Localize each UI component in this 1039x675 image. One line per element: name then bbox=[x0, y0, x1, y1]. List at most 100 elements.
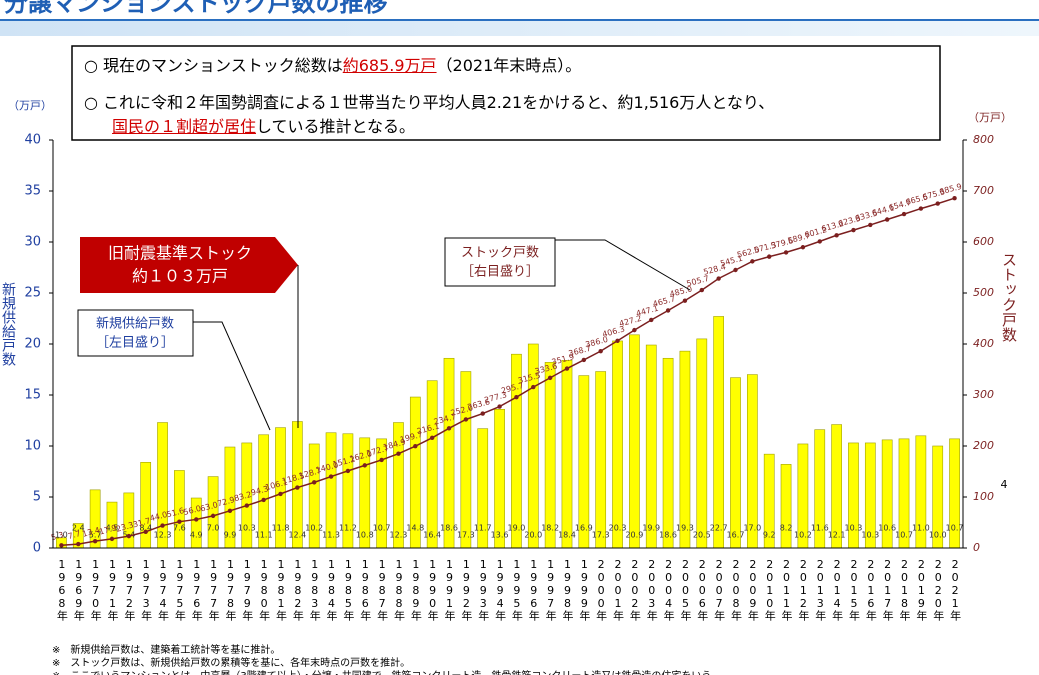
stock-value-label: 83.2 bbox=[233, 490, 253, 503]
x-tick-label: 2016年 bbox=[864, 558, 878, 621]
bar-value-label: 10.2 bbox=[794, 531, 812, 540]
stock-point bbox=[615, 338, 620, 343]
y2-tick-label: 400 bbox=[973, 337, 994, 350]
note-text: ○ 現在のマンションストック総数は bbox=[84, 56, 343, 75]
stock-value-label: 31.7 bbox=[132, 516, 152, 529]
bar-value-label: 10.0 bbox=[929, 531, 947, 540]
stock-line bbox=[61, 197, 955, 547]
stock-point bbox=[783, 250, 789, 255]
x-tick-label: 2001年 bbox=[611, 558, 625, 621]
stock-point bbox=[160, 523, 165, 528]
page-title: 分譲マンションストック戸数の推移 bbox=[4, 0, 388, 17]
stock-point bbox=[345, 468, 351, 474]
x-tick-label: 1997年 bbox=[544, 558, 558, 621]
note-box bbox=[71, 45, 941, 141]
stock-value-label: 685.9 bbox=[938, 182, 962, 197]
x-tick-label: 1983年 bbox=[308, 558, 322, 621]
bar-value-label: 11.2 bbox=[339, 524, 357, 533]
note-line: ○ これに令和２年国勢調査による１世帯当たり平均人員2.21をかけると、約1,5… bbox=[84, 89, 774, 113]
bar-value-label: 10.7 bbox=[895, 531, 913, 540]
stock-point bbox=[547, 375, 553, 381]
note-text: ○ これに令和２年国勢調査による１世帯当たり平均人員2.21をかけると、約1,5… bbox=[84, 93, 775, 112]
y-tick-label: 40 bbox=[24, 133, 41, 148]
stock-point bbox=[767, 254, 772, 259]
stock-point bbox=[497, 404, 502, 409]
stock-point bbox=[278, 491, 283, 497]
x-tick-label: 2002年 bbox=[628, 558, 642, 621]
stock-value-label: 94.3 bbox=[250, 484, 270, 497]
bar-value-label: 10.3 bbox=[238, 524, 256, 533]
stock-value-label: 13.4 bbox=[81, 526, 101, 539]
x-tick-label: 1969年 bbox=[72, 558, 86, 621]
stock-point bbox=[227, 508, 233, 514]
stock-point bbox=[362, 463, 367, 468]
bar-value-label: 11.3 bbox=[322, 531, 340, 540]
callout-text: ［右目盛り］ bbox=[461, 265, 539, 280]
bar bbox=[780, 464, 792, 549]
stock-point bbox=[598, 348, 603, 354]
bar-value-label: 20.9 bbox=[625, 531, 643, 540]
stock-point bbox=[312, 480, 317, 485]
y-tick-label: 5 bbox=[33, 490, 41, 505]
bar-value-label: 16.9 bbox=[575, 524, 593, 533]
x-tick-label: 1968年 bbox=[55, 558, 69, 621]
stock-value-label: 51.6 bbox=[166, 506, 186, 519]
bar-value-label: 12.1 bbox=[828, 531, 846, 540]
note-highlight: 国民の１割超が居住 bbox=[112, 117, 257, 136]
stock-point bbox=[194, 517, 199, 522]
bar bbox=[696, 338, 708, 549]
x-tick-label: 1977年 bbox=[207, 558, 221, 621]
x-tick-label: 2017年 bbox=[881, 558, 895, 621]
bar-value-label: 12.4 bbox=[288, 531, 306, 540]
x-tick-label: 1991年 bbox=[443, 558, 457, 621]
callout-leader bbox=[193, 321, 271, 431]
stock-point bbox=[379, 457, 384, 463]
bar bbox=[645, 344, 657, 549]
bar-value-label: 19.3 bbox=[676, 524, 694, 533]
y-tick-label: 25 bbox=[24, 286, 41, 301]
bar-value-label: 4.9 bbox=[190, 531, 203, 540]
x-tick-label: 2005年 bbox=[678, 558, 692, 621]
page-number: 4 bbox=[1001, 478, 1008, 491]
bar bbox=[291, 421, 303, 549]
note-text: している推計となる。 bbox=[256, 117, 416, 136]
callout-leader bbox=[555, 239, 691, 291]
bar bbox=[595, 371, 607, 549]
bar-value-label: 10.3 bbox=[861, 531, 879, 540]
bar-value-label: 18.6 bbox=[440, 524, 458, 533]
stock-point bbox=[800, 245, 806, 250]
x-tick-label: 1975年 bbox=[173, 558, 187, 621]
bar-value-label: 20.0 bbox=[524, 531, 542, 540]
y2-tick-label: 700 bbox=[973, 184, 994, 197]
bar-value-label: 5.7 bbox=[89, 531, 102, 540]
x-tick-label: 1998年 bbox=[560, 558, 574, 621]
stock-point bbox=[463, 417, 469, 422]
x-tick-label: 2012年 bbox=[796, 558, 810, 621]
x-tick-label: 1990年 bbox=[426, 558, 440, 621]
x-tick-label: 2000年 bbox=[594, 558, 608, 621]
bar bbox=[831, 424, 842, 549]
stock-point bbox=[581, 357, 587, 363]
x-tick-label: 1988年 bbox=[392, 558, 406, 621]
stock-value-label: 7.7 bbox=[67, 529, 82, 541]
stock-value-label: 56.0 bbox=[182, 504, 202, 517]
x-tick-label: 2015年 bbox=[847, 558, 861, 621]
bar bbox=[746, 374, 758, 549]
bar-value-label: 17.3 bbox=[457, 531, 475, 540]
y-axis-title: 新規供給戸数 bbox=[0, 282, 16, 366]
stock-value-label: 44.0 bbox=[149, 510, 169, 523]
x-tick-label: 1999年 bbox=[577, 558, 591, 621]
bar-value-label: 8.4 bbox=[139, 524, 152, 533]
bar-value-label: 18.2 bbox=[541, 524, 559, 533]
stock-point bbox=[126, 533, 132, 539]
title-band bbox=[0, 20, 1039, 36]
stock-point bbox=[733, 267, 738, 273]
y2-unit: （万戸） bbox=[968, 111, 1012, 124]
stock-point bbox=[632, 327, 637, 333]
bar bbox=[662, 357, 674, 549]
bar bbox=[713, 316, 725, 549]
stock-point bbox=[143, 529, 148, 535]
stock-point bbox=[901, 211, 907, 217]
stock-point bbox=[868, 222, 873, 228]
